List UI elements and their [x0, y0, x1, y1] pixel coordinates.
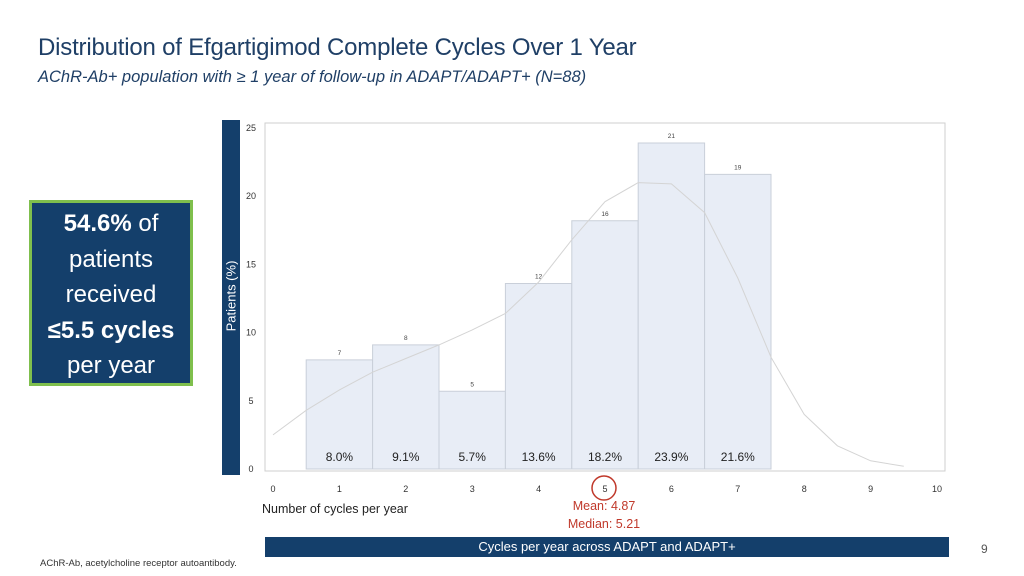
histogram-bar	[637, 142, 706, 470]
bar-percent-label: 9.1%	[392, 450, 420, 464]
bar-percent-label: 5.7%	[459, 450, 487, 464]
bar-count-label: 7	[338, 350, 342, 357]
bar-count-label: 8	[404, 335, 408, 342]
bar-percent-label: 23.9%	[654, 450, 688, 464]
bar-percent-label: 13.6%	[522, 450, 556, 464]
histogram-bar	[504, 282, 573, 470]
density-curve	[272, 182, 904, 467]
y-tick-label: 15	[246, 259, 256, 269]
x-tick-label: 8	[802, 484, 807, 494]
y-tick-label: 25	[246, 123, 256, 133]
page-subtitle: AChR-Ab+ population with ≥ 1 year of fol…	[38, 68, 587, 86]
x-tick-label: 10	[932, 484, 942, 494]
bar-count-label: 5	[470, 381, 474, 388]
mean-annotation: Mean: 4.87	[572, 499, 636, 513]
x-tick-label: 3	[470, 484, 475, 494]
callout-line-2: patients	[68, 245, 154, 273]
callout-highlight: 54.6%	[63, 210, 132, 237]
x-tick-label: 7	[735, 484, 740, 494]
x-tick-label: 9	[868, 484, 873, 494]
y-tick-label: 5	[248, 396, 253, 406]
bar-count-label: 21	[668, 133, 676, 140]
bar-percent-label: 8.0%	[326, 450, 354, 464]
callout-cycles: ≤5.5 cycles	[47, 316, 175, 344]
callout-line-4: ≤5.5 cycles	[32, 313, 190, 349]
y-tick-label: 20	[246, 191, 256, 201]
x-tick-label: 4	[536, 484, 541, 494]
footnote: AChR-Ab, acetylcholine receptor autoanti…	[40, 558, 237, 569]
histogram-bar	[571, 220, 639, 470]
page-number: 9	[981, 542, 988, 556]
median-annotation: Median: 5.21	[567, 517, 641, 531]
bar-count-label: 19	[734, 164, 742, 171]
x-tick-label: 5	[602, 484, 607, 494]
x-tick-label: 0	[270, 484, 275, 494]
plot-frame	[264, 122, 946, 472]
x-tick-label: 1	[337, 484, 342, 494]
bar-percent-label: 21.6%	[721, 450, 755, 464]
callout-line-1-rest: of	[131, 210, 159, 237]
histogram-bar	[704, 173, 772, 470]
y-tick-label: 0	[248, 464, 253, 474]
summary-callout: 54.6% of patients received ≤5.5 cycles p…	[29, 200, 193, 386]
y-tick-label: 10	[246, 328, 256, 338]
mean-marker-circle	[591, 475, 617, 501]
x-tick-label: 6	[669, 484, 674, 494]
x-axis-caption-bar: Cycles per year across ADAPT and ADAPT+	[265, 537, 949, 557]
bar-count-label: 16	[601, 211, 609, 218]
page-title: Distribution of Efgartigimod Complete Cy…	[38, 34, 637, 61]
bar-percent-label: 18.2%	[588, 450, 622, 464]
x-tick-label: 2	[403, 484, 408, 494]
callout-line-5: per year	[66, 352, 156, 379]
y-axis-band	[222, 120, 240, 475]
bar-count-label: 12	[535, 273, 543, 280]
x-axis-label: Number of cycles per year	[262, 502, 408, 516]
callout-line-1: 54.6% of	[32, 206, 190, 242]
callout-line-3: received	[65, 281, 157, 308]
